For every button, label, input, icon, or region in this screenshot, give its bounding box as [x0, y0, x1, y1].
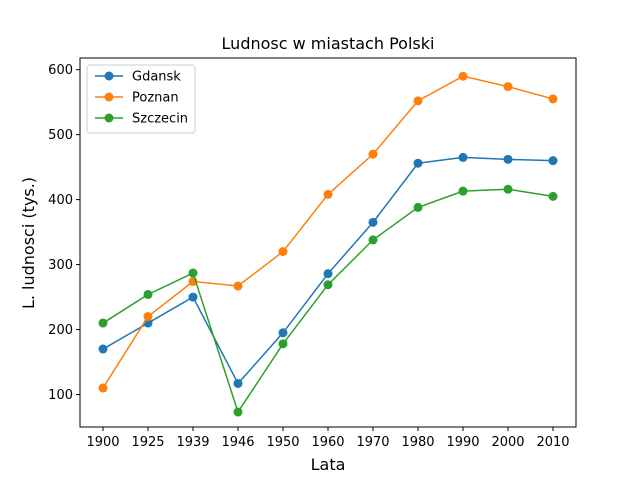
data-point-gdansk: [98, 344, 108, 354]
x-tick-label: 1990: [446, 435, 479, 450]
data-point-szczecin: [143, 289, 153, 299]
data-point-szczecin: [98, 318, 108, 328]
data-point-szczecin: [278, 339, 288, 349]
data-point-szczecin: [188, 268, 198, 278]
x-tick-label: 1946: [221, 435, 254, 450]
data-point-szczecin: [323, 280, 333, 290]
series-line-szczecin: [102, 188, 554, 414]
legend: Gdansk Poznan Szczecin: [86, 64, 196, 134]
x-tick-label: 1960: [311, 435, 344, 450]
legend-marker-gdansk: [104, 71, 114, 81]
y-tick-label: 100: [48, 388, 73, 403]
data-point-szczecin: [233, 407, 243, 417]
data-point-gdansk: [368, 217, 378, 227]
x-tick-label: 1970: [356, 435, 389, 450]
y-tick-label: 200: [48, 323, 73, 338]
data-point-gdansk: [188, 292, 198, 302]
data-point-szczecin: [413, 202, 423, 212]
data-point-poznan: [548, 94, 558, 104]
x-tick-label: 1950: [266, 435, 299, 450]
legend-label-szczecin: Szczecin: [132, 112, 188, 127]
data-point-poznan: [278, 247, 288, 257]
data-point-gdansk: [503, 154, 513, 164]
data-point-szczecin: [458, 186, 468, 196]
data-point-poznan: [98, 383, 108, 393]
data-point-poznan: [233, 281, 243, 291]
data-point-gdansk: [458, 152, 468, 162]
x-tick-label: 1925: [131, 435, 164, 450]
y-axis-label: L. ludnosci (tys.): [19, 177, 38, 309]
data-point-poznan: [458, 71, 468, 81]
x-tick-label: 1900: [86, 435, 119, 450]
legend-label-gdansk: Gdansk: [132, 70, 181, 85]
data-point-gdansk: [413, 158, 423, 168]
legend-marker-poznan: [104, 92, 114, 102]
data-point-szczecin: [503, 184, 513, 194]
data-point-poznan: [368, 149, 378, 159]
x-tick-label: 1980: [401, 435, 434, 450]
data-point-poznan: [503, 82, 513, 92]
data-point-poznan: [323, 189, 333, 199]
data-point-poznan: [143, 312, 153, 322]
data-point-poznan: [413, 96, 423, 106]
data-point-szczecin: [368, 235, 378, 245]
x-axis-label: Lata: [311, 455, 346, 474]
legend-label-poznan: Poznan: [132, 91, 179, 106]
data-point-szczecin: [548, 191, 558, 201]
data-point-gdansk: [323, 269, 333, 279]
y-tick-label: 600: [48, 63, 73, 78]
x-tick-label: 2000: [491, 435, 524, 450]
chart-title: Ludnosc w miastach Polski: [222, 34, 435, 53]
plot-area: 1900 1925 1939 1946 1950 1960 1970 1980 1990 2000…: [48, 57, 577, 450]
x-tick-label: 2010: [536, 435, 569, 450]
data-point-gdansk: [278, 328, 288, 338]
y-tick-label: 400: [48, 193, 73, 208]
legend-box: [86, 64, 196, 134]
y-tick-label: 300: [48, 258, 73, 273]
y-tick-label: 500: [48, 128, 73, 143]
x-tick-label: 1939: [176, 435, 209, 450]
data-point-gdansk: [233, 378, 243, 388]
data-point-gdansk: [548, 156, 558, 166]
legend-marker-szczecin: [104, 113, 114, 123]
